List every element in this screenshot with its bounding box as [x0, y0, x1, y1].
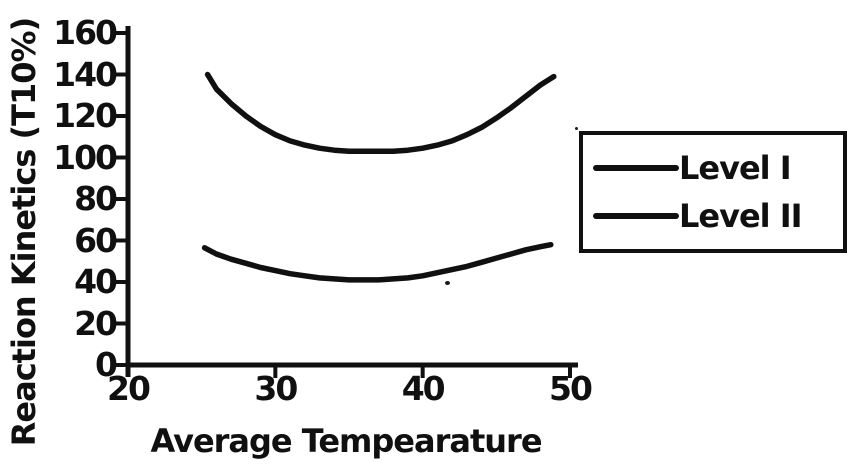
y-tick-label: 120	[53, 96, 118, 135]
legend-line-swatch	[593, 213, 679, 220]
scan-speck	[575, 127, 578, 130]
x-tick-label: 30	[254, 369, 298, 408]
legend-label: Level I	[679, 148, 792, 187]
legend-item: Level II	[593, 200, 843, 232]
series-line-level-ii	[204, 71, 557, 155]
y-tick-label: 60	[74, 220, 118, 260]
scan-speck	[445, 281, 450, 285]
y-tick-label: 100	[53, 137, 118, 177]
x-tick-label: 50	[549, 369, 593, 408]
y-tick-label: 140	[53, 54, 118, 94]
y-tick-label: 40	[74, 262, 118, 301]
y-tick-label: 0	[95, 345, 118, 384]
legend-box: Level I Level II	[579, 131, 847, 253]
x-axis-title: Average Tempearature	[150, 422, 542, 460]
y-axis-title: Reaction Kinetics (T10%)	[5, 17, 43, 447]
legend-label: Level II	[679, 197, 803, 236]
x-tick-label: 20	[107, 369, 151, 408]
y-tick-label: 80	[74, 179, 118, 218]
series-line-level-i	[201, 241, 554, 283]
legend-line-swatch	[593, 164, 679, 171]
y-tick-label: 160	[53, 13, 118, 52]
x-tick-label: 40	[401, 369, 446, 408]
y-tick-label: 20	[74, 303, 118, 343]
legend-item: Level I	[593, 152, 843, 184]
